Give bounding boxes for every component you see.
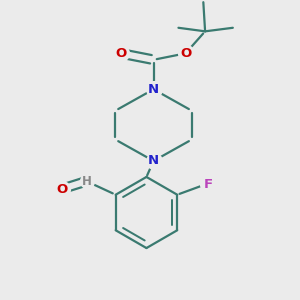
Text: O: O [115, 47, 127, 60]
Text: N: N [148, 83, 159, 96]
Text: H: H [82, 175, 92, 188]
Text: F: F [204, 178, 213, 190]
Text: O: O [180, 47, 191, 60]
Text: O: O [56, 182, 67, 196]
Text: N: N [148, 154, 159, 167]
